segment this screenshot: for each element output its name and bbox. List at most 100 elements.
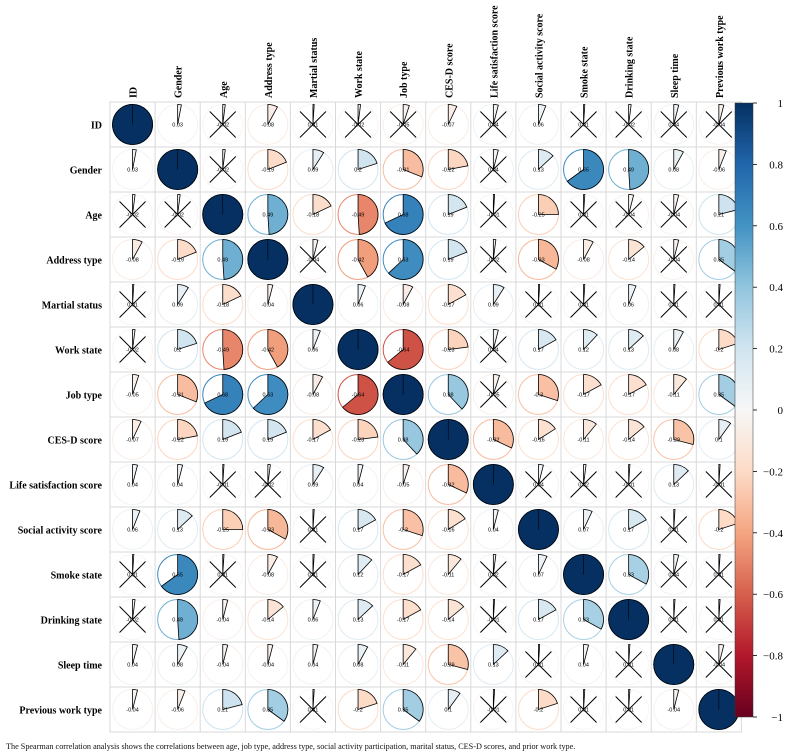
- pie-slice: [718, 419, 732, 441]
- cell-3-6: 0.63: [382, 239, 424, 280]
- cell-1-1: [157, 149, 199, 190]
- cell-value: 0.68: [398, 213, 409, 219]
- cell-2-6: 0.68: [382, 194, 424, 235]
- cell-value: -0.07: [126, 438, 139, 444]
- cell-value: -0.14: [622, 438, 635, 444]
- cell-0-6: -0.05: [382, 104, 424, 145]
- cross-mark: [479, 201, 507, 228]
- cell-10-10: [563, 554, 605, 595]
- col-label-12: Sleep time: [670, 53, 681, 98]
- cell-value: 0.04: [578, 663, 589, 669]
- colorbar-tick-label: −1: [771, 712, 783, 724]
- cell-9-8: 0.04: [472, 509, 514, 550]
- pie-slice: [267, 599, 284, 621]
- cell-value: 0.21: [713, 213, 724, 219]
- cell-value: -0.2: [353, 708, 362, 714]
- cross-mark: [705, 651, 733, 678]
- cell-8-1: 0.04: [157, 464, 199, 505]
- pie-slice: [312, 239, 319, 260]
- pie-slice: [492, 554, 497, 575]
- cross-mark: [660, 201, 688, 228]
- row-label-2: Age: [85, 211, 102, 222]
- cell-value: -0.01: [216, 483, 229, 489]
- cell-value: 0.49: [262, 213, 273, 219]
- pie-slice: [132, 239, 143, 260]
- pie-slice: [583, 284, 586, 305]
- cell-value: -0.3: [398, 528, 407, 534]
- pie-slice: [628, 509, 647, 531]
- cell-value: 0.01: [713, 573, 724, 579]
- cell-6-11: -0.17: [608, 374, 650, 415]
- cell-11-4: 0.06: [292, 599, 334, 640]
- cell-8-12: 0.13: [653, 464, 695, 505]
- row-label-12: Sleep time: [58, 661, 103, 672]
- cell-value: 0.01: [308, 708, 319, 714]
- pie-slice: [267, 509, 289, 540]
- cell-0-5: -0.02: [337, 104, 379, 145]
- cell-value: -0.17: [577, 393, 590, 399]
- cross-mark: [479, 336, 507, 363]
- col-label-11: Drinking state: [625, 36, 636, 98]
- cell-value: 0.1: [715, 438, 723, 444]
- cell-3-4: -0.04: [292, 239, 334, 280]
- cell-value: 0.19: [443, 213, 454, 219]
- cell-value: 0.35: [713, 258, 724, 264]
- pie-slice: [132, 149, 137, 170]
- cell-value: -0.01: [487, 213, 500, 219]
- cell-value: 0.1: [444, 708, 452, 714]
- pie-slice: [267, 419, 287, 441]
- pie-slice: [312, 689, 315, 710]
- cell-value: -0.02: [216, 123, 229, 129]
- pie-slice: [447, 464, 469, 494]
- cell-4-9: 0.01: [517, 284, 559, 325]
- pie-slice: [583, 329, 598, 351]
- pie-slice: [492, 239, 497, 260]
- cross-mark: [299, 111, 327, 138]
- pie-slice: [583, 644, 590, 665]
- cross-mark: [209, 156, 237, 183]
- pie-slice: [312, 374, 324, 395]
- pie-slice: [222, 284, 242, 306]
- cell-6-3: 0.63: [247, 374, 289, 415]
- cell-5-6: -0.64: [382, 329, 424, 370]
- row-label-10: Smoke state: [51, 571, 103, 582]
- col-label-1: Gender: [174, 65, 185, 98]
- cell-4-12: 0.01: [653, 284, 695, 325]
- cell-5-7: -0.23: [427, 329, 469, 370]
- cell-3-3: [247, 239, 289, 280]
- cell-3-10: -0.08: [563, 239, 605, 280]
- pie-slice: [673, 509, 676, 530]
- pie-slice: [177, 104, 182, 125]
- cell-13-11: 0.01: [608, 689, 650, 730]
- cell-9-11: 0.17: [608, 509, 650, 550]
- cell-6-6: [382, 374, 424, 415]
- pie-slice: [267, 104, 279, 125]
- cross-mark: [389, 111, 417, 138]
- pie-slice: [267, 464, 271, 485]
- cell-value: -0.32: [442, 483, 455, 489]
- cell-value: 0.19: [217, 438, 228, 444]
- cell-12-2: -0.04: [202, 644, 244, 685]
- pie-slice: [267, 644, 274, 665]
- cell-value: -0.04: [667, 708, 680, 714]
- cross-mark: [525, 651, 552, 678]
- pie-slice: [447, 644, 469, 670]
- cross-mark: [119, 606, 146, 633]
- cell-10-12: 0.04: [653, 554, 695, 595]
- cell-1-2: -0.02: [202, 149, 244, 190]
- cell-12-0: 0.04: [112, 644, 154, 685]
- cell-13-2: 0.21: [202, 689, 244, 730]
- cell-12-12: [653, 644, 695, 685]
- pie-slice: [583, 239, 594, 260]
- cell-10-3: -0.08: [247, 554, 289, 595]
- cell-6-4: -0.08: [292, 374, 334, 415]
- cell-10-1: 0.65: [157, 554, 199, 595]
- cell-9-12: 0.01: [653, 509, 695, 550]
- cell-5-1: 0.2: [157, 329, 199, 370]
- cell-value: -0.04: [667, 258, 680, 264]
- pie-slice: [447, 239, 468, 261]
- cell-2-11: -0.04: [608, 194, 650, 235]
- pie-slice: [132, 689, 139, 710]
- cross-mark: [119, 291, 146, 318]
- cell-7-0: -0.07: [112, 419, 154, 460]
